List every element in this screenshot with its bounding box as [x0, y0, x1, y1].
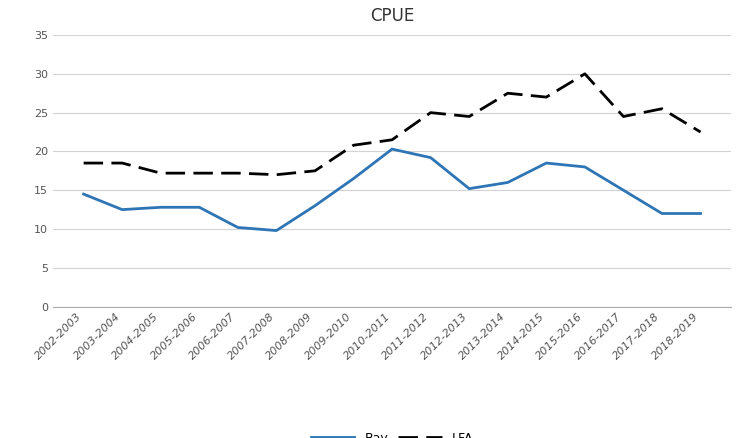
Title: CPUE: CPUE [370, 7, 414, 25]
Line: Bay: Bay [84, 149, 700, 230]
LFA [657, 106, 667, 111]
LFA [542, 95, 551, 100]
LFA [118, 160, 127, 166]
LFA [311, 168, 320, 173]
LFA [426, 110, 435, 115]
Bay [311, 203, 320, 208]
Bay [272, 228, 281, 233]
Bay [79, 191, 88, 197]
Bay [657, 211, 667, 216]
LFA [195, 170, 204, 176]
LFA [233, 170, 242, 176]
LFA [349, 143, 358, 148]
Bay [619, 187, 628, 193]
Bay [195, 205, 204, 210]
LFA [464, 114, 474, 119]
Bay [503, 180, 512, 185]
LFA [156, 170, 165, 176]
LFA [619, 114, 628, 119]
Bay [233, 225, 242, 230]
Bay [581, 164, 590, 170]
Bay [426, 155, 435, 160]
LFA [581, 71, 590, 77]
Bay [696, 211, 705, 216]
Bay [156, 205, 165, 210]
Bay [542, 160, 551, 166]
LFA [388, 137, 397, 142]
Bay [464, 186, 474, 191]
LFA [503, 91, 512, 96]
Line: LFA: LFA [84, 74, 700, 175]
Bay [388, 146, 397, 152]
LFA [79, 160, 88, 166]
Bay [118, 207, 127, 212]
LFA [696, 129, 705, 134]
Bay [349, 176, 358, 181]
Legend: Bay, LFA: Bay, LFA [305, 427, 479, 438]
LFA [272, 172, 281, 177]
